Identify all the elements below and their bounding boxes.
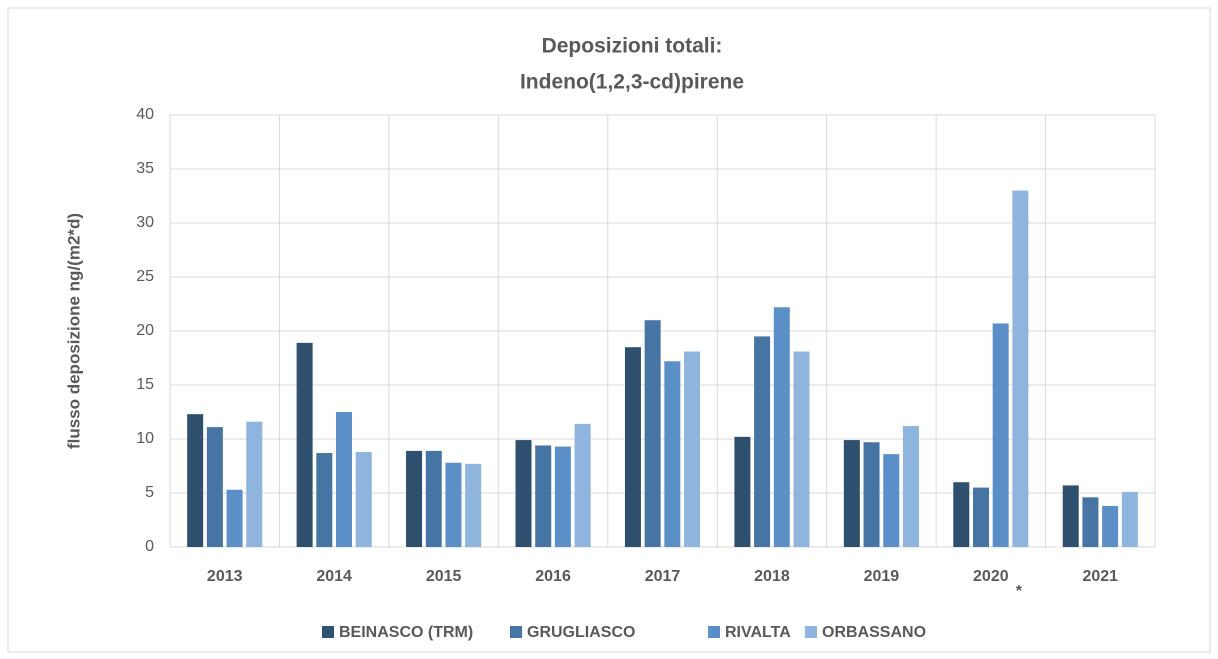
legend-swatch — [322, 626, 334, 638]
legend-swatch — [805, 626, 817, 638]
bar — [316, 453, 333, 547]
bar — [187, 414, 204, 547]
y-tick-label: 35 — [136, 160, 154, 177]
bar — [953, 482, 970, 547]
bar — [664, 361, 681, 547]
bar — [902, 426, 919, 547]
legend-label: RIVALTA — [725, 624, 791, 641]
y-tick-label: 15 — [136, 376, 154, 393]
bar — [1062, 485, 1079, 547]
y-tick-label: 0 — [145, 538, 154, 555]
legend-swatch — [708, 626, 720, 638]
x-tick-label: 2020 — [973, 568, 1009, 585]
x-tick-label: 2019 — [864, 568, 900, 585]
bar — [445, 462, 462, 547]
x-tick-label: 2014 — [316, 568, 352, 585]
bar — [734, 436, 751, 547]
bar — [883, 454, 900, 547]
chart-border — [7, 7, 1211, 653]
legend-label: BEINASCO (TRM) — [339, 624, 473, 641]
y-tick-label: 40 — [136, 106, 154, 123]
bar — [684, 351, 701, 547]
bar — [992, 323, 1009, 547]
x-tick-label: 2017 — [645, 568, 681, 585]
bar — [1102, 505, 1119, 547]
annotation: * — [1016, 583, 1023, 600]
bar — [624, 347, 641, 547]
bar — [226, 489, 243, 547]
y-tick-label: 5 — [145, 484, 154, 501]
x-tick-label: 2015 — [426, 568, 462, 585]
legend-swatch — [510, 626, 522, 638]
bar — [972, 487, 989, 547]
bar — [336, 412, 353, 547]
bar — [1082, 497, 1099, 547]
y-tick-label: 30 — [136, 214, 154, 231]
y-axis-label: flusso deposizione ng/(m2*d) — [64, 213, 83, 449]
bar — [515, 440, 532, 547]
bar — [1121, 491, 1138, 547]
legend-label: ORBASSANO — [822, 624, 926, 641]
y-tick-label: 10 — [136, 430, 154, 447]
bar — [535, 445, 552, 547]
x-tick-label: 2016 — [535, 568, 571, 585]
y-tick-label: 25 — [136, 268, 154, 285]
chart-title: Indeno(1,2,3-cd)pirene — [520, 71, 744, 94]
bar — [793, 351, 810, 547]
bar — [554, 446, 571, 547]
bar — [246, 421, 263, 547]
bar — [296, 342, 313, 547]
bar — [644, 320, 661, 547]
bar — [406, 450, 423, 547]
x-tick-label: 2018 — [754, 568, 790, 585]
x-tick-label: 2021 — [1082, 568, 1118, 585]
bar — [843, 440, 860, 547]
bar — [773, 307, 790, 547]
x-tick-label: 2013 — [207, 568, 243, 585]
bar — [754, 336, 771, 547]
chart-title: Deposizioni totali: — [542, 35, 723, 58]
bar — [425, 450, 442, 547]
bar — [863, 442, 880, 547]
bar — [1012, 190, 1029, 547]
bar — [574, 423, 591, 547]
legend-label: GRUGLIASCO — [527, 624, 635, 641]
bar — [355, 451, 372, 547]
y-tick-label: 20 — [136, 322, 154, 339]
bar — [206, 427, 223, 547]
bar — [465, 463, 482, 547]
